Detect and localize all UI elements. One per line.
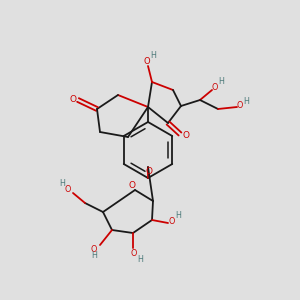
Text: O: O: [128, 181, 136, 190]
Text: O: O: [70, 94, 76, 103]
Text: H: H: [59, 179, 65, 188]
Text: O: O: [182, 131, 190, 140]
Text: O: O: [237, 101, 243, 110]
Text: O: O: [169, 217, 175, 226]
Text: O: O: [65, 184, 71, 194]
Text: H: H: [137, 256, 143, 265]
Text: H: H: [243, 97, 249, 106]
Text: O: O: [146, 167, 152, 176]
Text: H: H: [175, 212, 181, 220]
Text: H: H: [218, 77, 224, 86]
Text: O: O: [144, 56, 150, 65]
Text: O: O: [212, 82, 218, 91]
Text: O: O: [91, 244, 97, 253]
Text: H: H: [91, 251, 97, 260]
Text: H: H: [150, 52, 156, 61]
Text: O: O: [131, 250, 137, 259]
